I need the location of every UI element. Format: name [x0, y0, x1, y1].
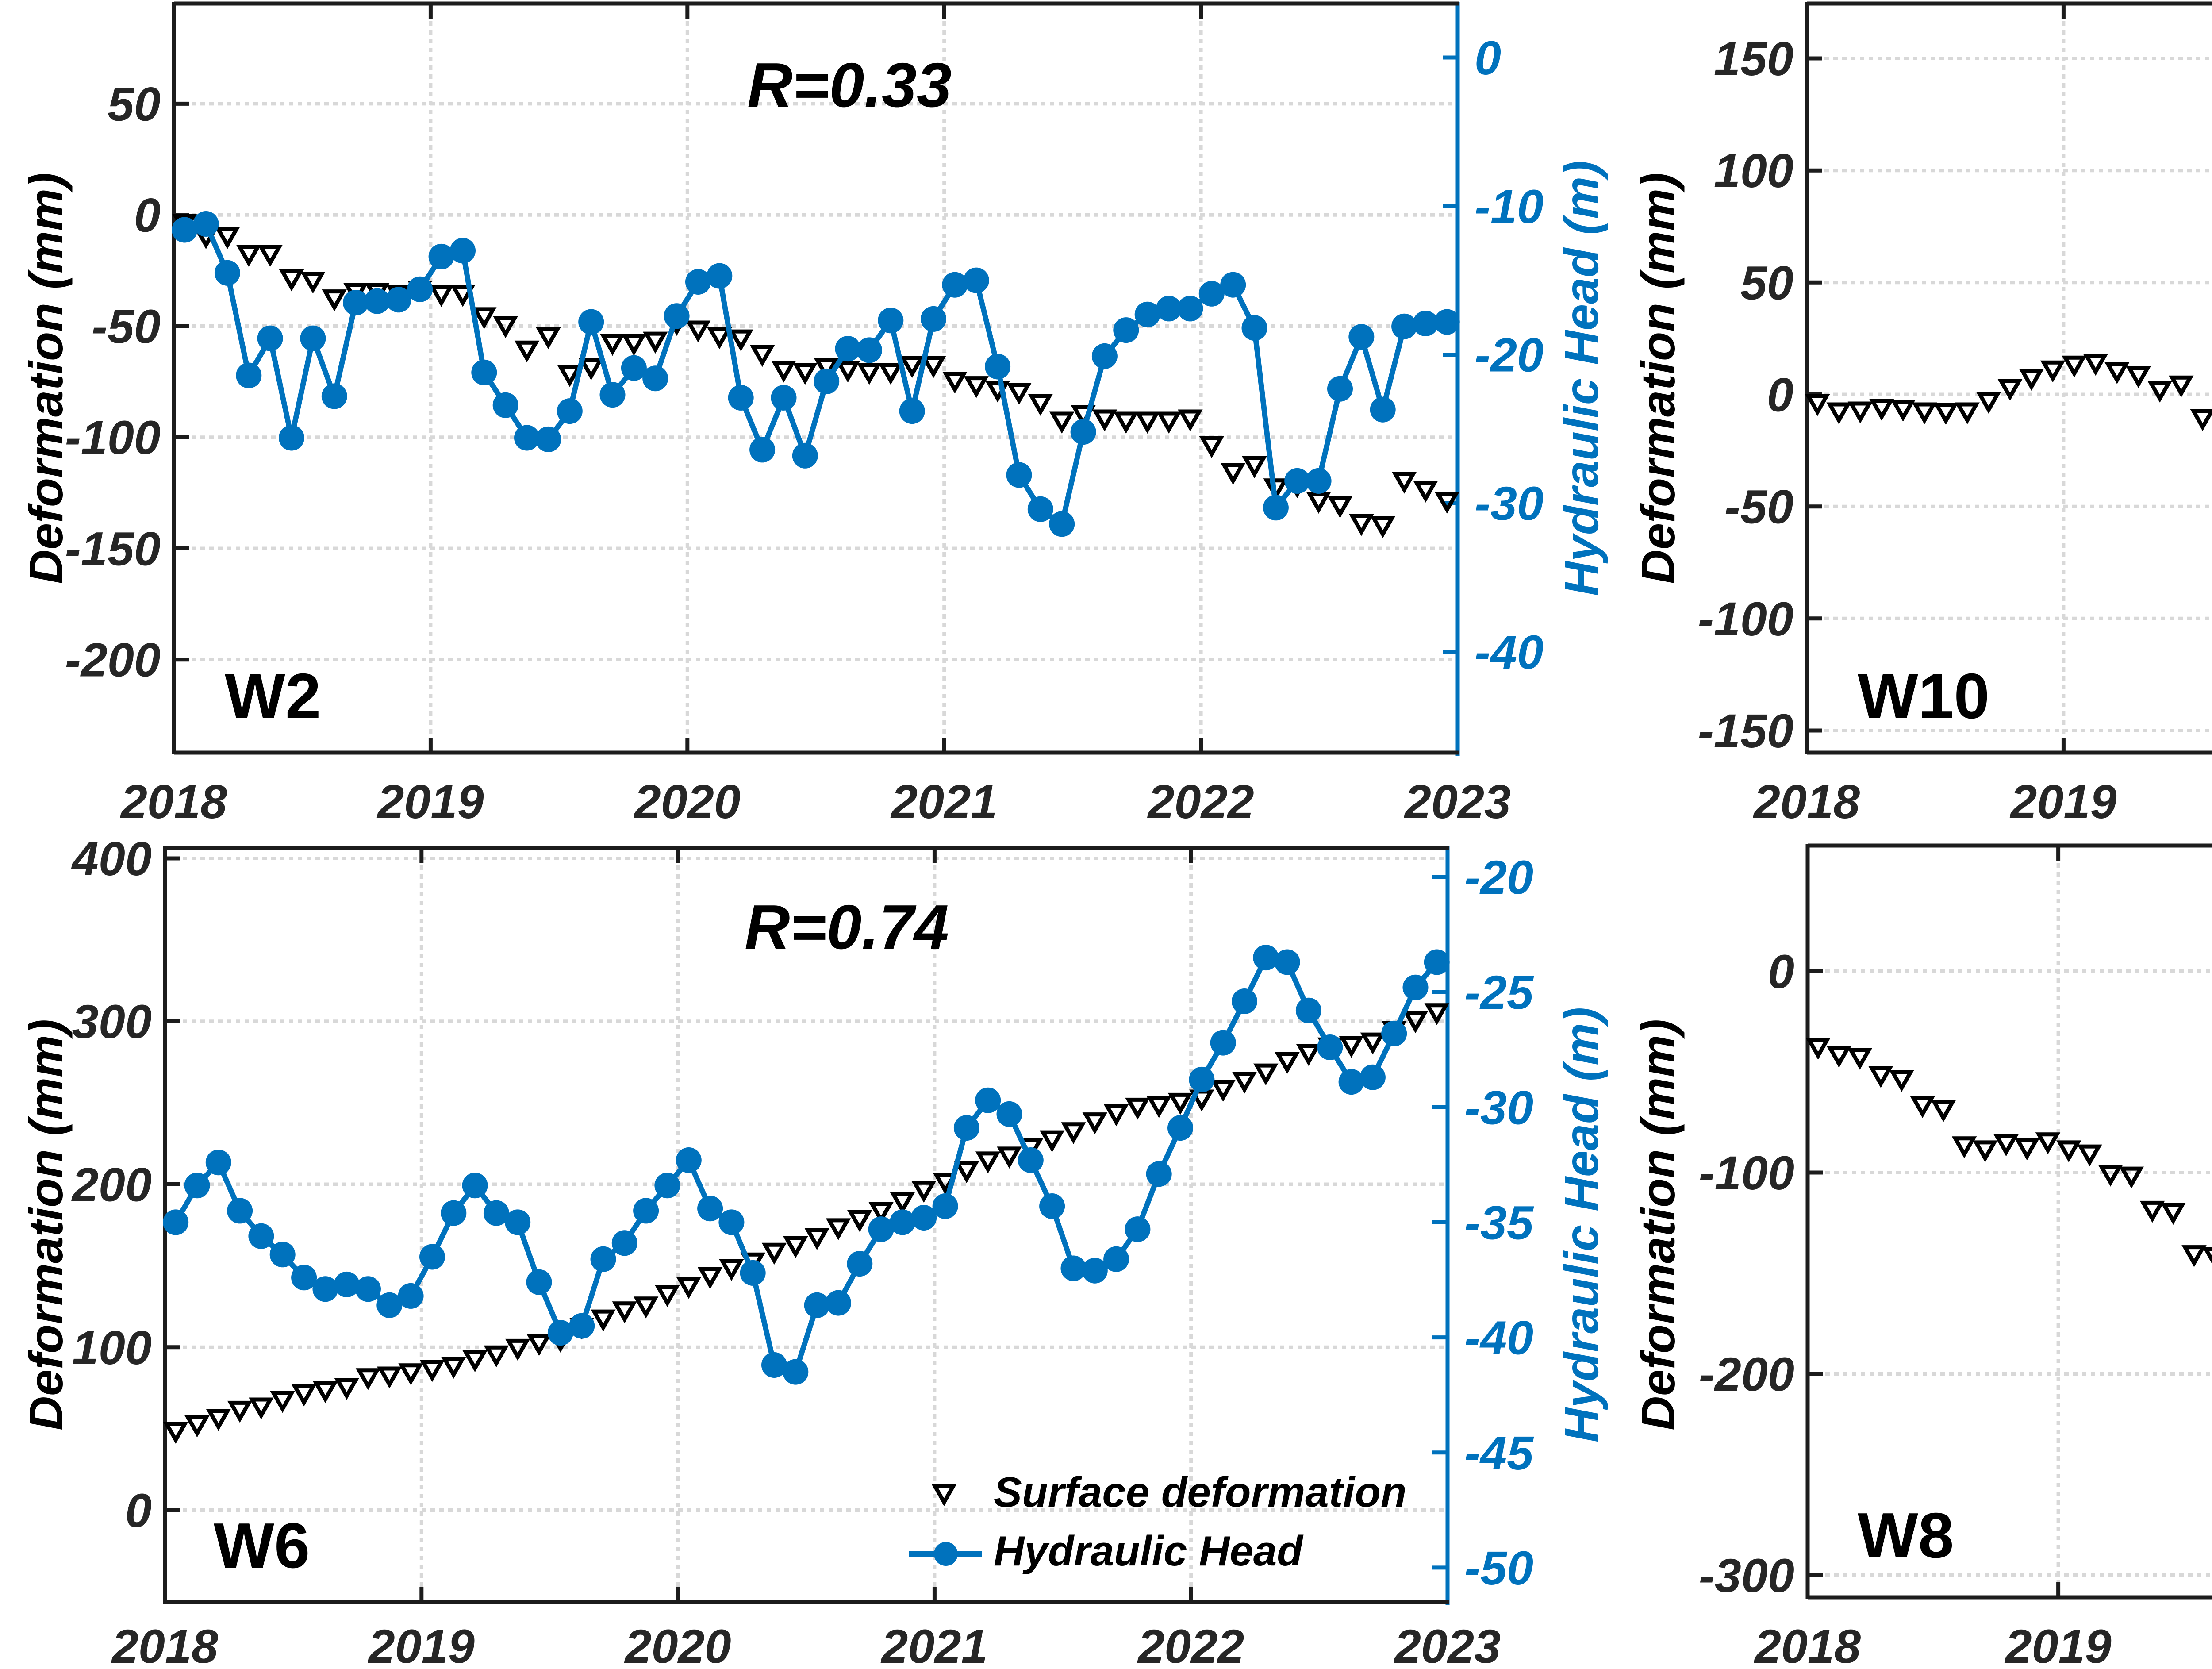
svg-text:0: 0: [1475, 31, 1501, 85]
svg-text:2018: 2018: [1754, 1619, 1861, 1667]
svg-text:R=0.33: R=0.33: [747, 50, 952, 120]
svg-text:W10: W10: [1858, 660, 1989, 732]
svg-text:50: 50: [1740, 256, 1793, 309]
svg-text:W8: W8: [1858, 1500, 1954, 1571]
svg-text:2018: 2018: [1753, 775, 1860, 828]
svg-text:-40: -40: [1464, 1311, 1533, 1365]
svg-text:-45: -45: [1464, 1426, 1534, 1480]
svg-text:Hydraulic Head: Hydraulic Head: [994, 1527, 1304, 1575]
svg-text:W6: W6: [214, 1510, 310, 1581]
svg-text:400: 400: [71, 832, 152, 885]
svg-text:-20: -20: [1464, 850, 1533, 904]
svg-text:150: 150: [1714, 32, 1793, 85]
svg-text:Hydraulic Head (m): Hydraulic Head (m): [1555, 1007, 1608, 1442]
svg-text:-10: -10: [1475, 180, 1544, 233]
svg-text:2021: 2021: [890, 775, 997, 828]
svg-text:2018: 2018: [111, 1619, 218, 1667]
svg-text:2019: 2019: [2004, 1619, 2111, 1667]
svg-text:2023: 2023: [1394, 1619, 1501, 1667]
svg-text:200: 200: [71, 1158, 152, 1211]
svg-text:-20: -20: [1475, 328, 1544, 382]
svg-text:-30: -30: [1475, 477, 1544, 530]
svg-text:2019: 2019: [2009, 775, 2116, 828]
svg-text:Deformation (mm): Deformation (mm): [19, 1019, 73, 1431]
svg-text:-100: -100: [1698, 592, 1793, 646]
svg-text:0: 0: [125, 1484, 152, 1537]
svg-text:Hydraulic Head (m): Hydraulic Head (m): [1555, 161, 1608, 596]
svg-text:-150: -150: [65, 522, 161, 576]
svg-text:-100: -100: [65, 411, 161, 464]
svg-text:Deformation (mm): Deformation (mm): [19, 173, 73, 584]
svg-text:2019: 2019: [368, 1619, 475, 1667]
svg-text:2021: 2021: [880, 1619, 987, 1667]
svg-text:-150: -150: [1698, 704, 1793, 758]
svg-text:2020: 2020: [634, 775, 741, 828]
svg-text:W2: W2: [225, 660, 321, 732]
svg-text:50: 50: [108, 77, 161, 131]
svg-text:0: 0: [134, 188, 161, 242]
svg-text:-35: -35: [1464, 1196, 1534, 1249]
svg-text:-50: -50: [92, 300, 161, 353]
svg-text:Deformation (mm): Deformation (mm): [1631, 1019, 1685, 1431]
svg-text:0: 0: [1767, 368, 1793, 422]
svg-text:-200: -200: [1699, 1347, 1794, 1401]
svg-text:-40: -40: [1475, 625, 1544, 679]
svg-text:-25: -25: [1464, 965, 1534, 1019]
svg-text:-200: -200: [65, 633, 161, 687]
svg-text:100: 100: [1714, 144, 1793, 197]
svg-text:2019: 2019: [376, 775, 484, 828]
svg-text:-30: -30: [1464, 1081, 1533, 1134]
svg-text:2022: 2022: [1147, 775, 1254, 828]
svg-text:Surface deformation: Surface deformation: [994, 1469, 1407, 1516]
svg-text:Deformation (mm): Deformation (mm): [1631, 173, 1685, 584]
svg-text:2018: 2018: [120, 775, 227, 828]
svg-text:-100: -100: [1699, 1146, 1794, 1200]
svg-text:2023: 2023: [1404, 775, 1511, 828]
svg-text:R=0.74: R=0.74: [745, 892, 949, 962]
svg-text:100: 100: [72, 1321, 152, 1374]
svg-text:-50: -50: [1464, 1541, 1533, 1595]
svg-text:300: 300: [72, 995, 152, 1048]
svg-text:0: 0: [1768, 945, 1794, 998]
svg-text:2022: 2022: [1137, 1619, 1244, 1667]
svg-text:-50: -50: [1724, 480, 1793, 534]
svg-text:2020: 2020: [624, 1619, 731, 1667]
svg-text:-300: -300: [1699, 1549, 1794, 1602]
